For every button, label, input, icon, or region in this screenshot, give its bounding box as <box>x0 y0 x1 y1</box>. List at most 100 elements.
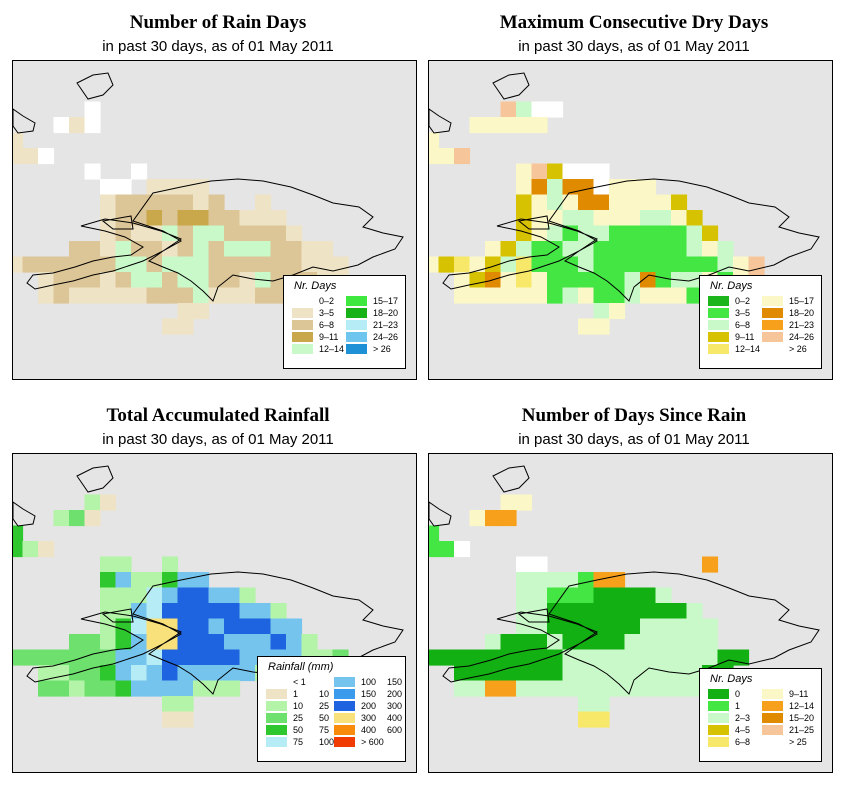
grid-cell <box>84 634 101 651</box>
grid-cell <box>624 194 641 211</box>
grid-cell <box>13 132 24 149</box>
grid-cell <box>609 572 626 589</box>
grid-cell <box>208 618 225 635</box>
grid-cell <box>469 510 486 527</box>
grid-cell <box>593 287 610 304</box>
legend-label: 6–8 <box>735 737 751 747</box>
grid-cell <box>239 587 256 604</box>
grid-cell <box>255 256 272 273</box>
legend-label: > 26 <box>373 344 391 354</box>
grid-cell <box>485 680 502 697</box>
grid-cell <box>193 649 210 666</box>
grid-cell <box>593 179 610 196</box>
grid-cell <box>193 179 210 196</box>
grid-cell <box>624 587 641 604</box>
map-canvas <box>13 72 404 335</box>
legend-swatch <box>762 689 783 699</box>
legend-label: 18–20 <box>789 308 815 318</box>
grid-cell <box>640 179 657 196</box>
grid-cell <box>516 179 533 196</box>
grid-cell <box>547 587 564 604</box>
legend-label: 24–26 <box>789 332 815 342</box>
grid-cell <box>671 210 688 227</box>
grid-cell <box>255 225 272 242</box>
legend-swatch <box>762 332 783 342</box>
grid-cell <box>562 194 579 211</box>
grid-cell <box>655 194 672 211</box>
grid-cell <box>301 634 318 651</box>
grid-cell <box>469 272 486 289</box>
legend-label: 100 <box>361 677 377 687</box>
grid-cell <box>177 680 194 697</box>
grid-cell <box>671 618 688 635</box>
grid-cell <box>162 179 179 196</box>
grid-cell <box>500 256 517 273</box>
grid-cell <box>84 680 101 697</box>
grid-cell <box>655 210 672 227</box>
grid-cell <box>146 194 163 211</box>
grid-cell <box>38 256 55 273</box>
grid-cell <box>255 194 272 211</box>
grid-cell <box>671 634 688 651</box>
grid-cell <box>531 556 548 573</box>
map-days-since-rain: Nr. Days 0 1 2–3 4–5 6–8 9–11 12–14 15–20 21–25 >… <box>428 453 833 773</box>
grid-cell <box>593 225 610 242</box>
legend-label: 400 <box>387 713 403 723</box>
grid-cell <box>131 618 148 635</box>
grid-cell <box>469 680 486 697</box>
grid-cell <box>162 194 179 211</box>
grid-cell <box>609 225 626 242</box>
grid-cell <box>562 272 579 289</box>
grid-cell <box>593 634 610 651</box>
legend-label: 10 <box>319 689 330 699</box>
grid-cell <box>469 256 486 273</box>
grid-cell <box>578 179 595 196</box>
panel-subtitle: in past 30 days, as of 01 May 2011 <box>518 38 750 55</box>
grid-cell <box>100 179 117 196</box>
grid-cell <box>686 241 703 258</box>
grid-cell <box>270 603 287 620</box>
grid-cell <box>193 194 210 211</box>
grid-cell <box>255 634 272 651</box>
grid-cell <box>655 287 672 304</box>
grid-cell <box>671 241 688 258</box>
grid-cell <box>69 256 86 273</box>
panel-title: Number of Rain Days <box>129 12 307 33</box>
grid-cell <box>671 649 688 666</box>
grid-cell <box>208 256 225 273</box>
grid-cell <box>578 572 595 589</box>
grid-cell <box>593 210 610 227</box>
grid-cell <box>131 225 148 242</box>
grid-cell <box>640 225 657 242</box>
grid-cell <box>516 494 533 511</box>
grid-cell <box>547 272 564 289</box>
grid-cell <box>624 680 641 697</box>
legend-title: Nr. Days <box>710 280 753 292</box>
grid-cell <box>671 287 688 304</box>
grid-cell <box>578 665 595 682</box>
grid-cell <box>655 603 672 620</box>
grid-cell <box>131 680 148 697</box>
coastline <box>429 72 820 302</box>
grid-cell <box>286 225 303 242</box>
grid-cell <box>547 101 564 118</box>
legend-label: 300 <box>361 713 377 723</box>
grid-cell <box>624 256 641 273</box>
grid-cell <box>516 665 533 682</box>
legend-swatch <box>708 701 729 711</box>
grid-cell <box>609 680 626 697</box>
grid-cell <box>686 210 703 227</box>
grid-cell <box>593 163 610 180</box>
grid-cell <box>717 256 734 273</box>
grid-cell <box>177 225 194 242</box>
legend-label: 1 <box>293 689 299 699</box>
grid-cell <box>84 163 101 180</box>
legend-swatch <box>292 332 313 342</box>
grid-cell <box>208 603 225 620</box>
legend-swatch <box>708 725 729 735</box>
grid-cell <box>531 665 548 682</box>
legend-label: 3–5 <box>319 308 335 318</box>
grid-cell <box>208 194 225 211</box>
grid-cell <box>609 256 626 273</box>
grid-cell <box>193 665 210 682</box>
